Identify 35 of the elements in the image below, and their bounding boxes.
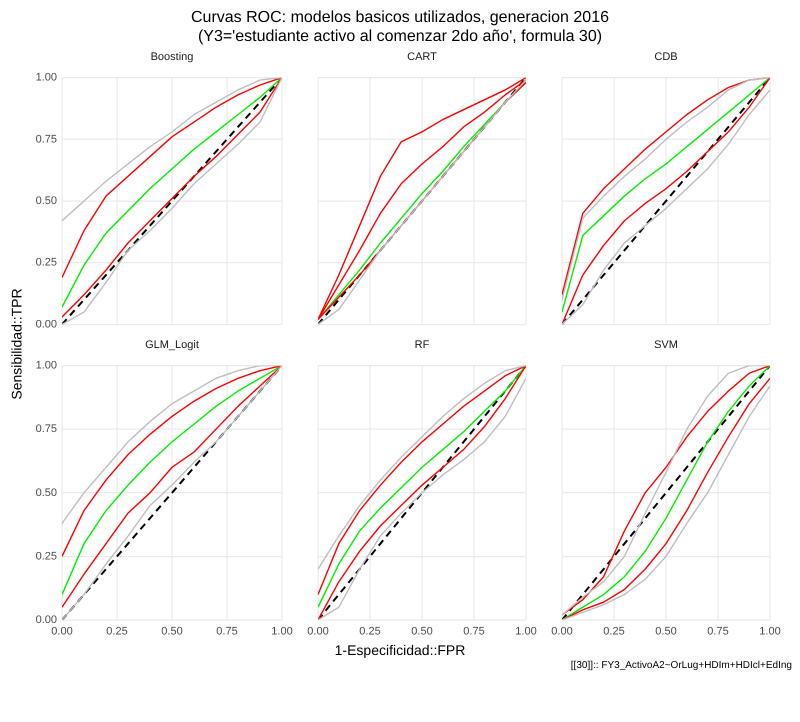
x-tick-label: 0.25 bbox=[359, 626, 381, 638]
text: [[30]]:: FY3_ActivoA2~OrLug+HDIm+HDIcl+EdIng bbox=[570, 660, 792, 671]
x-tick-label: 1.00 bbox=[759, 626, 781, 638]
x-tick-label: 0.00 bbox=[51, 626, 73, 638]
y-axis-title: Sensibilidad::TPR bbox=[9, 288, 25, 400]
text: Curvas ROC: modelos basicos utilizados, generacion 2016 (Y3='estudiante activo al comenzar 2do año', formula 30) bbox=[190, 8, 610, 46]
x-tick-label: 0.50 bbox=[411, 626, 433, 638]
x-tick-label: 0.00 bbox=[307, 626, 329, 638]
x-tick-label: 0.75 bbox=[463, 626, 485, 638]
x-tick-label: 0.25 bbox=[106, 626, 128, 638]
x-tick-label: 0.75 bbox=[707, 626, 729, 638]
x-tick-label: 0.50 bbox=[161, 626, 183, 638]
y-tick-label: 1.00 bbox=[36, 72, 57, 84]
chart-subtitle: Boosting bbox=[150, 50, 194, 65]
chart-title: CART bbox=[406, 50, 438, 65]
x-tick-label: 1.00 bbox=[515, 626, 537, 638]
x-tick-label: 0.25 bbox=[603, 626, 625, 638]
chart-title: SVM bbox=[653, 338, 679, 353]
y-tick-label: 0.75 bbox=[36, 423, 57, 436]
y-tick-label: 0.25 bbox=[36, 256, 57, 269]
chart-title: GLM_Logit bbox=[144, 338, 200, 353]
y-tick-label: 0.75 bbox=[36, 133, 57, 146]
y-tick-label: 0.25 bbox=[36, 550, 57, 562]
y-tick-label: 1.00 bbox=[36, 360, 57, 372]
x-axis-title: 1-Especificidad::FPR bbox=[334, 642, 466, 658]
y-tick-label: 0.00 bbox=[36, 614, 57, 626]
x-tick-label: 0.75 bbox=[216, 626, 238, 638]
y-tick-label: 0.00 bbox=[36, 318, 57, 330]
y-tick-label: 0.50 bbox=[36, 195, 57, 208]
chart-title: RF bbox=[414, 338, 430, 353]
y-tick-label: 0.50 bbox=[36, 486, 57, 499]
chart-title: CDB bbox=[653, 50, 679, 65]
x-tick-label: 0.50 bbox=[655, 626, 677, 638]
x-tick-label: 0.00 bbox=[551, 626, 573, 638]
x-tick-label: 1.00 bbox=[271, 626, 293, 638]
